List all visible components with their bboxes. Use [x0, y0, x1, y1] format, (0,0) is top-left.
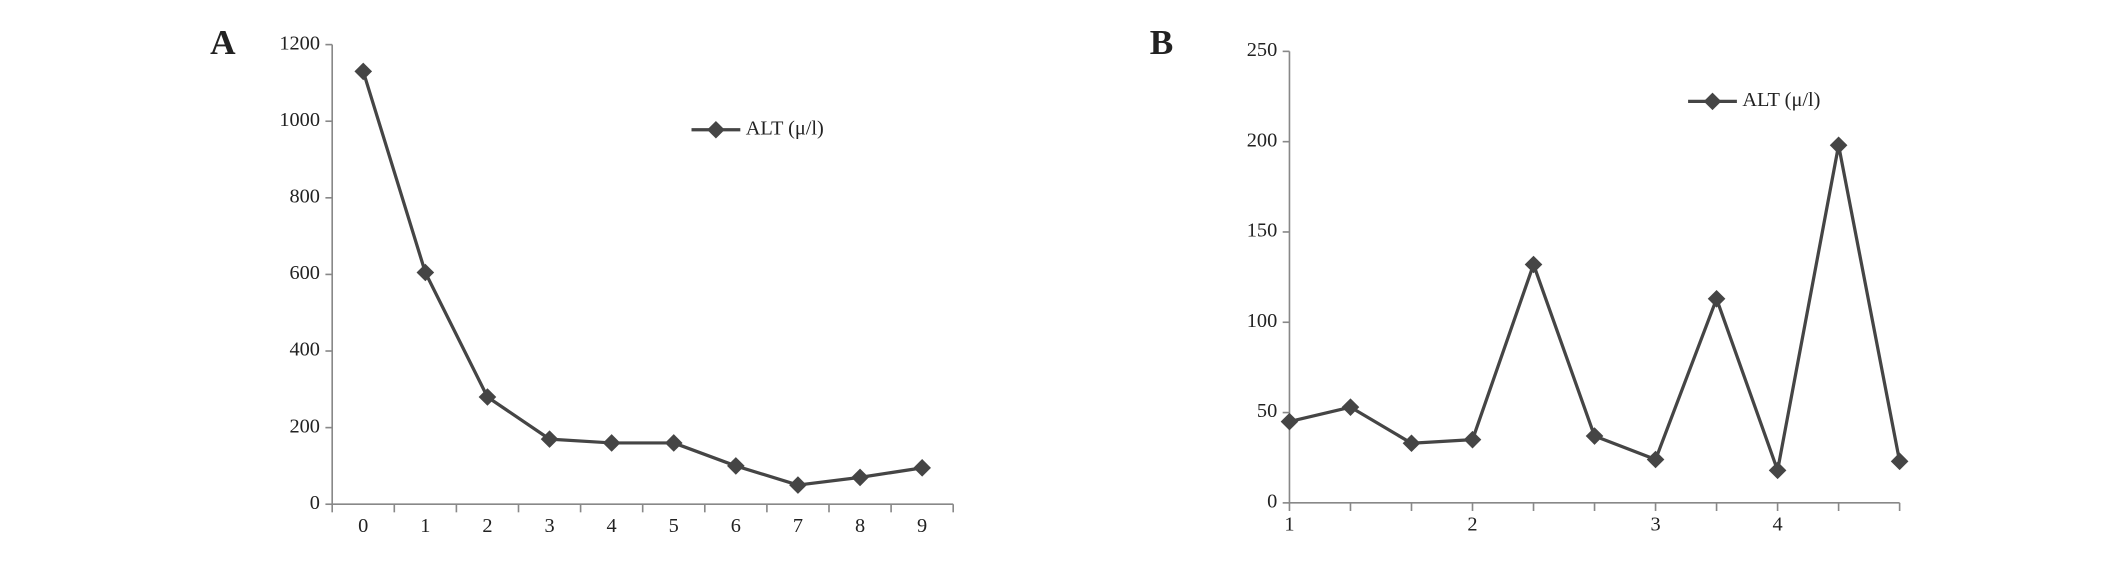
data-point: [1463, 430, 1482, 449]
data-point: [1890, 452, 1909, 471]
legend-label: ALT (μ/l): [1742, 89, 1820, 111]
y-tick-label: 1000: [279, 109, 320, 131]
data-point: [913, 459, 931, 477]
x-tick-label: 1: [420, 515, 430, 537]
data-point: [851, 468, 869, 487]
x-tick-label: 0: [358, 515, 368, 537]
x-tick-label: 8: [855, 515, 865, 537]
y-tick-label: 50: [1257, 400, 1277, 422]
data-point: [478, 388, 497, 406]
y-tick-label: 250: [1247, 39, 1277, 61]
x-tick-label: 5: [669, 515, 679, 537]
data-line: [1289, 143, 1902, 472]
x-tick-label: 1: [1284, 514, 1294, 536]
data-point: [1829, 136, 1848, 155]
y-tick-label: 200: [1247, 129, 1277, 151]
y-tick-label: 200: [289, 415, 319, 437]
data-line: [361, 70, 923, 487]
data-point: [416, 263, 435, 282]
data-point: [789, 476, 807, 494]
data-point: [727, 457, 745, 475]
y-tick-label: 400: [289, 339, 319, 361]
chart: A 0 200 400 600 800 1000 1200 0 1 2 3 4 5 6 7 8 9 ALT (μ/l…: [210, 23, 955, 537]
x-tick-label: 4: [1772, 514, 1782, 536]
legend-marker: [707, 120, 725, 139]
panel-label: B: [1150, 23, 1174, 62]
data-point: [1646, 450, 1665, 469]
x-tick-label: 3: [1650, 514, 1660, 536]
data-point: [354, 62, 373, 81]
data-point: [602, 434, 621, 452]
y-tick-label: 1200: [279, 32, 320, 54]
data-point: [1280, 412, 1299, 431]
y-tick-label: 100: [1247, 310, 1277, 332]
x-tick-label: 6: [731, 515, 741, 537]
data-point: [1768, 461, 1787, 480]
x-tick-label: 3: [544, 515, 554, 537]
data-point: [1402, 434, 1421, 453]
x-tick-label: 4: [607, 515, 617, 537]
data-point: [1707, 290, 1726, 308]
legend-marker: [1703, 92, 1722, 111]
data-point: [1585, 427, 1604, 445]
data-point: [664, 434, 683, 452]
y-tick-label: 0: [310, 492, 320, 514]
legend-label: ALT (μ/l): [746, 117, 824, 139]
chart: B 0 50 100 150 200 250 1 2 3 4 ALT (μ/l): [1150, 23, 1909, 535]
data-point: [1341, 398, 1360, 416]
data-point: [540, 430, 559, 448]
y-tick-label: 150: [1247, 220, 1277, 242]
y-tick-label: 800: [289, 185, 319, 207]
y-tick-label: 600: [289, 262, 319, 284]
panel-label: A: [210, 23, 236, 62]
x-tick-label: 7: [793, 515, 803, 537]
x-tick-label: 9: [917, 515, 927, 537]
y-tick-label: 0: [1267, 491, 1277, 513]
data-point: [1524, 255, 1543, 274]
x-tick-label: 2: [1467, 514, 1477, 536]
x-tick-label: 2: [482, 515, 492, 537]
